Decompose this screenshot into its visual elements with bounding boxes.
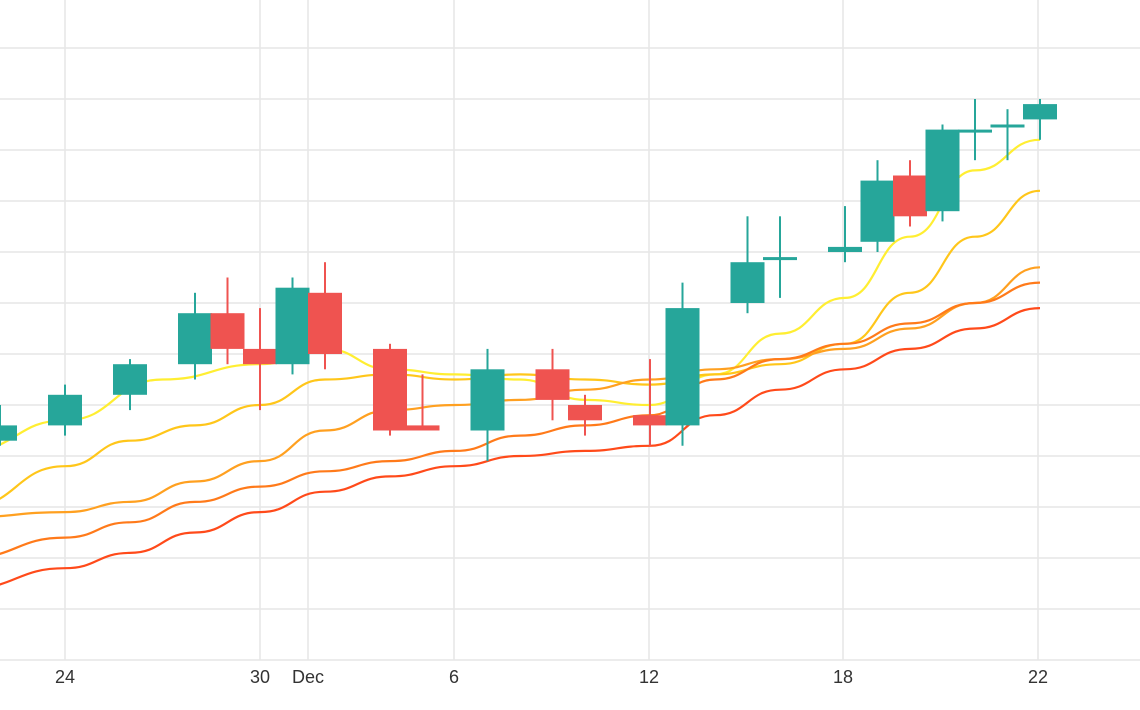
x-tick-label: 18: [833, 667, 853, 687]
x-tick-label: 30: [250, 667, 270, 687]
moving-average-line: [0, 307, 1041, 586]
candle-up: [990, 109, 1025, 161]
candle-body: [178, 313, 212, 365]
candle-body: [373, 348, 407, 431]
moving-average-lines: [0, 138, 1041, 586]
candle-body: [925, 129, 960, 212]
candle-up: [958, 99, 992, 161]
x-tick-label: 6: [449, 667, 459, 687]
candle-body: [633, 415, 667, 426]
moving-average-line: [0, 189, 1041, 500]
candle-down: [210, 277, 245, 365]
candle-down: [308, 262, 342, 370]
candle-body: [308, 292, 342, 354]
candle-down: [535, 348, 570, 421]
candle-up: [763, 216, 797, 298]
candle-up: [275, 277, 310, 375]
candle-up: [113, 359, 147, 411]
candle-up: [828, 206, 862, 263]
x-tick-label: 12: [639, 667, 659, 687]
candle-body: [763, 257, 797, 261]
x-tick-label: Dec: [292, 667, 324, 687]
candle-up: [178, 292, 212, 380]
candle-body: [535, 369, 570, 400]
candle-body: [0, 425, 17, 441]
candle-body: [48, 394, 82, 426]
candle-body: [1023, 104, 1057, 120]
candle-body: [990, 124, 1025, 128]
candle-up: [730, 216, 765, 314]
candle-body: [828, 246, 862, 252]
candle-body: [113, 364, 147, 395]
candle-down: [243, 308, 277, 411]
candle-down: [568, 394, 602, 436]
candles: [0, 99, 1057, 462]
candle-body: [243, 348, 277, 365]
candle-down: [405, 374, 440, 431]
candle-body: [958, 129, 992, 133]
candle-up: [925, 124, 960, 222]
candle-body: [470, 369, 505, 431]
candle-up: [48, 384, 82, 436]
candle-body: [275, 287, 310, 365]
candle-body: [665, 308, 700, 426]
candle-down: [893, 160, 927, 227]
candle-body: [568, 405, 602, 421]
candle-up: [860, 160, 895, 252]
candle-body: [730, 262, 765, 303]
candle-body: [405, 425, 440, 431]
x-tick-label: 24: [55, 667, 75, 687]
candle-body: [210, 313, 245, 349]
candle-body: [860, 180, 895, 242]
moving-average-line: [0, 281, 1041, 555]
candle-up: [1023, 99, 1057, 140]
candle-down: [633, 359, 667, 446]
grid: [0, 0, 1140, 661]
candle-up: [665, 282, 700, 446]
candle-up: [0, 405, 17, 446]
candle-body: [893, 175, 927, 217]
moving-average-line: [0, 266, 1041, 518]
x-axis: 24 30 Dec 6 12 18 22: [55, 667, 1048, 687]
candle-up: [470, 348, 505, 462]
candle-down: [373, 343, 407, 436]
x-tick-label: 22: [1028, 667, 1048, 687]
